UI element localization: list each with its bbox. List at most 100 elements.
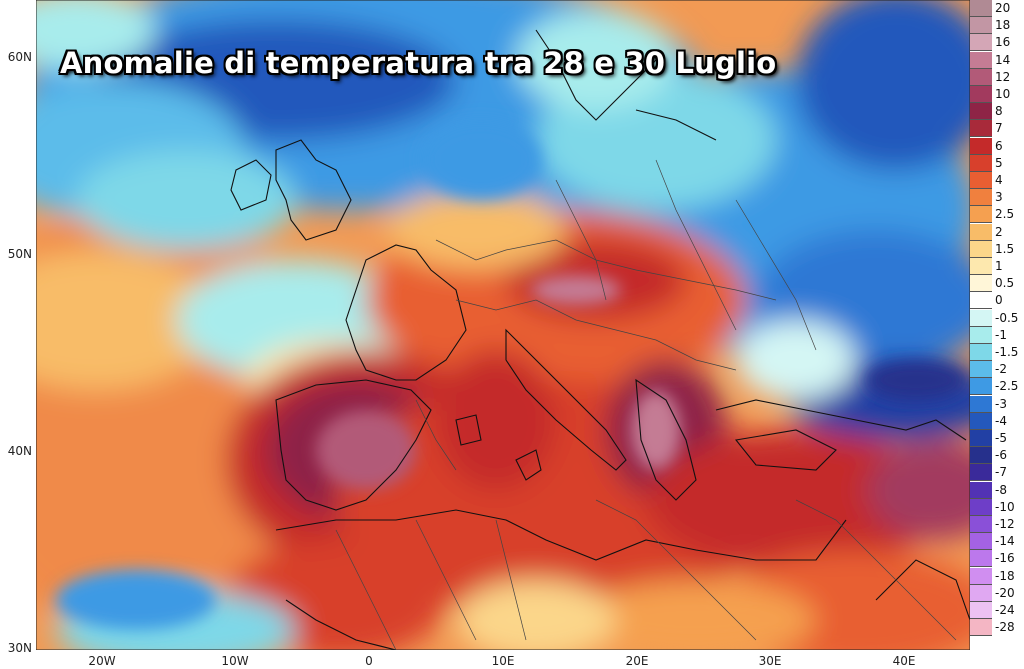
legend-value: -7 bbox=[995, 465, 1007, 480]
legend-value: -14 bbox=[995, 534, 1015, 549]
anomaly-map bbox=[36, 0, 970, 650]
legend-value: -18 bbox=[995, 568, 1015, 583]
legend-value: 4 bbox=[995, 173, 1003, 187]
legend-value: -10 bbox=[995, 499, 1015, 514]
legend-value: 12 bbox=[995, 69, 1011, 84]
legend-value: 5 bbox=[995, 155, 1003, 170]
legend-entry: 2.5 bbox=[970, 206, 1024, 224]
legend-swatch bbox=[970, 292, 992, 310]
legend-swatch bbox=[970, 378, 992, 396]
legend-value: 16 bbox=[995, 35, 1011, 50]
legend-entry: -1.5 bbox=[970, 344, 1024, 361]
legend-entry: -3 bbox=[970, 395, 1024, 413]
legend-entry: 1 bbox=[970, 258, 1024, 275]
legend-swatch bbox=[970, 533, 992, 551]
legend-entry: 8 bbox=[970, 103, 1024, 121]
legend-swatch bbox=[970, 51, 992, 69]
legend-value: 0 bbox=[995, 293, 1003, 308]
legend-swatch bbox=[970, 516, 992, 533]
legend-swatch bbox=[970, 481, 992, 499]
legend-entry: -24 bbox=[970, 602, 1024, 619]
anomaly-field bbox=[36, 0, 970, 650]
legend-swatch bbox=[970, 275, 992, 293]
legend-entry: -16 bbox=[970, 550, 1024, 568]
lat-label-40n: 40N bbox=[7, 444, 32, 458]
legend-swatch bbox=[970, 86, 992, 103]
legend-entry: 18 bbox=[970, 17, 1024, 35]
legend-swatch bbox=[970, 240, 992, 258]
legend-swatch bbox=[970, 498, 992, 516]
legend-swatch bbox=[970, 258, 992, 275]
legend-value: -20 bbox=[995, 585, 1015, 600]
lon-label-30e: 30E bbox=[758, 654, 782, 668]
legend-entry: 12 bbox=[970, 68, 1024, 86]
legend-value: -3 bbox=[995, 396, 1007, 411]
legend-value: -5 bbox=[995, 431, 1007, 445]
legend-value: 10 bbox=[995, 87, 1011, 101]
legend-entry: 3 bbox=[970, 189, 1024, 207]
legend-value: -24 bbox=[995, 603, 1015, 617]
legend-value: 0.5 bbox=[995, 276, 1015, 291]
legend-entry: -2.5 bbox=[970, 378, 1024, 396]
legend-entry: 14 bbox=[970, 51, 1024, 69]
legend-value: -12 bbox=[995, 517, 1015, 531]
lon-label-10e: 10E bbox=[491, 654, 515, 668]
legend-entry: -18 bbox=[970, 567, 1024, 585]
legend-entry: -14 bbox=[970, 533, 1024, 551]
lon-label-10w: 10W bbox=[221, 654, 249, 668]
legend-entry: -12 bbox=[970, 516, 1024, 533]
legend-value: -6 bbox=[995, 448, 1007, 463]
color-legend: 20 18 16 14 12 10 8 7 6 5 4 3 2.5 2 1.5 1 0.5 0 -0.5 -1 -1.5… bbox=[970, 0, 1024, 669]
legend-value: -0.5 bbox=[995, 310, 1019, 325]
lat-label-30n: 30N bbox=[7, 641, 32, 655]
legend-value: -1 bbox=[995, 327, 1007, 342]
legend-value: 6 bbox=[995, 138, 1003, 153]
legend-swatch bbox=[970, 17, 992, 35]
lon-label-20w: 20W bbox=[88, 654, 116, 668]
legend-swatch bbox=[970, 619, 992, 637]
legend-swatch bbox=[970, 0, 992, 17]
legend-swatch bbox=[970, 172, 992, 189]
coastlines bbox=[230, 29, 970, 650]
legend-entry: -2 bbox=[970, 361, 1024, 379]
lon-label-0: 0 bbox=[365, 654, 373, 668]
legend-swatch bbox=[970, 223, 992, 241]
anomaly-details bbox=[56, 120, 966, 630]
legend-entry: -28 bbox=[970, 619, 1024, 637]
legend-entry: -8 bbox=[970, 481, 1024, 499]
lat-label-50n: 50N bbox=[7, 247, 32, 261]
national-borders bbox=[335, 159, 957, 650]
lon-label-20e: 20E bbox=[625, 654, 649, 668]
legend-entry: 7 bbox=[970, 120, 1024, 138]
legend-entry: -4 bbox=[970, 412, 1024, 430]
legend-value: 1.5 bbox=[995, 241, 1015, 256]
legend-entry: -0.5 bbox=[970, 309, 1024, 327]
legend-entry: 2 bbox=[970, 223, 1024, 241]
legend-swatch bbox=[970, 550, 992, 568]
legend-entry: 4 bbox=[970, 172, 1024, 189]
legend-swatch bbox=[970, 189, 992, 207]
legend-value: -8 bbox=[995, 482, 1007, 497]
legend-swatch bbox=[970, 309, 992, 327]
legend-value: -28 bbox=[995, 620, 1015, 635]
legend-swatch bbox=[970, 344, 992, 361]
legend-swatch bbox=[970, 602, 992, 619]
legend-entry: 6 bbox=[970, 137, 1024, 155]
legend-swatch bbox=[970, 68, 992, 86]
map-canvas bbox=[36, 0, 970, 650]
legend-value: 8 bbox=[995, 104, 1003, 119]
legend-entry: -1 bbox=[970, 326, 1024, 344]
legend-entry: -6 bbox=[970, 447, 1024, 465]
legend-swatch bbox=[970, 137, 992, 155]
legend-value: -16 bbox=[995, 551, 1015, 566]
legend-value: 2.5 bbox=[995, 207, 1015, 222]
legend-value: 18 bbox=[995, 18, 1011, 33]
legend-swatch bbox=[970, 395, 992, 413]
legend-swatch bbox=[970, 326, 992, 344]
map-title: Anomalie di temperatura tra 28 e 30 Lugl… bbox=[60, 46, 777, 80]
legend-entry: -7 bbox=[970, 464, 1024, 482]
legend-value: 20 bbox=[995, 1, 1011, 15]
lon-label-40e: 40E bbox=[892, 654, 916, 668]
lat-label-60n: 60N bbox=[7, 50, 32, 64]
legend-entry: 1.5 bbox=[970, 240, 1024, 258]
